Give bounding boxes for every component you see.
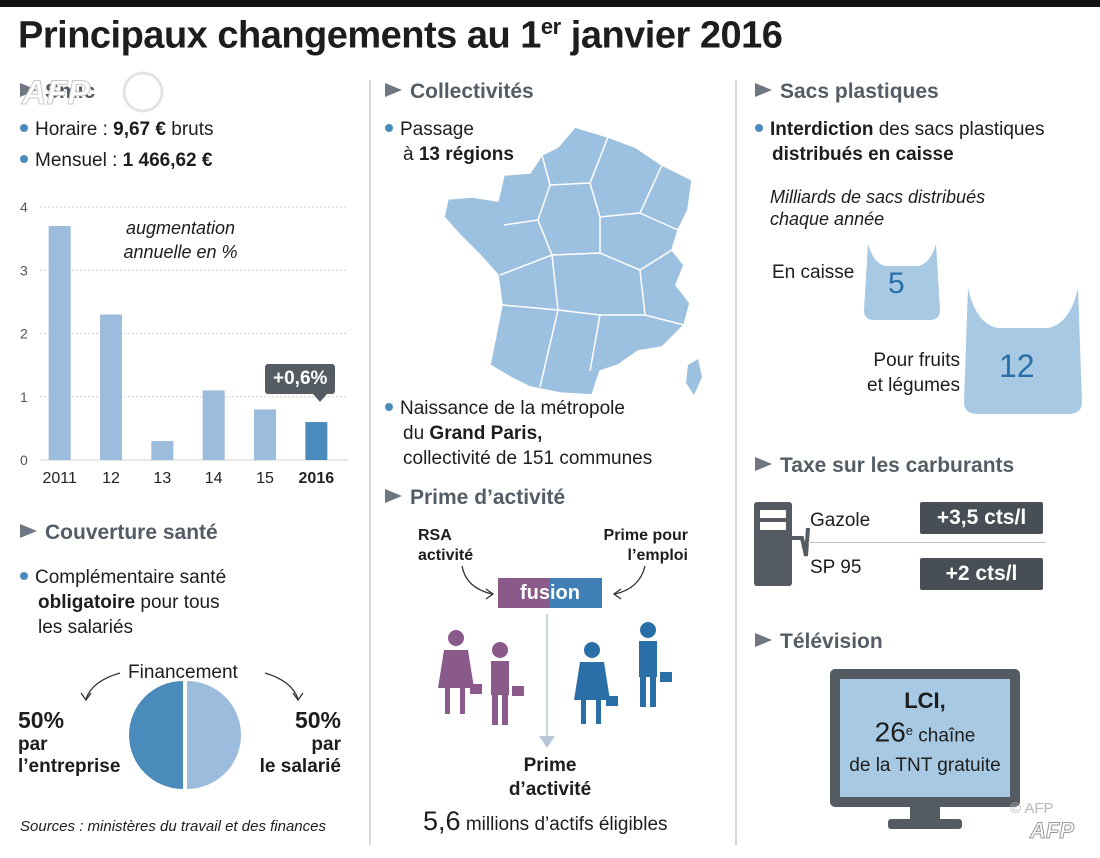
highlight-label: +0,6% <box>265 364 336 402</box>
column-divider <box>735 80 737 845</box>
prime-activite-result: Prime d’activité <box>508 755 592 800</box>
triangle-icon <box>385 83 402 97</box>
x-tick-label: 12 <box>102 470 120 487</box>
sp95-label: SP 95 <box>810 557 862 578</box>
afp-credit: © AFP <box>1010 800 1054 817</box>
bullet-icon <box>385 403 393 411</box>
x-tick-label: 2016 <box>299 470 335 487</box>
bar <box>254 409 276 460</box>
y-tick-label: 2 <box>20 326 28 342</box>
small-bag-value: 5 <box>888 267 905 300</box>
page-title: Principaux changements au 1er janvier 20… <box>18 14 783 57</box>
sacs-interdiction: Interdiction des sacs plastiques distrib… <box>755 117 1045 167</box>
small-bag-icon <box>864 244 940 320</box>
fruits-label: Pour fruits et légumes <box>867 350 960 396</box>
svg-text:AFP: AFP <box>21 74 90 112</box>
section-heading-sacs: Sacs plastiques <box>755 80 939 104</box>
section-heading-television: Télévision <box>755 630 883 654</box>
pie-slice <box>129 681 183 789</box>
top-bar <box>0 0 1100 7</box>
large-bag-value: 12 <box>999 348 1035 384</box>
sp95-value: +2 cts/l <box>920 558 1043 590</box>
triangle-icon <box>755 83 772 97</box>
y-tick-label: 0 <box>20 452 28 468</box>
pie-right-label: 50% par le salarié <box>259 707 341 777</box>
y-tick-label: 3 <box>20 262 28 278</box>
bullet-icon <box>20 155 28 163</box>
pie-slice <box>187 681 241 789</box>
sante-text: Complémentaire santé obligatoire pour to… <box>20 565 226 640</box>
smic-horaire: Horaire : 9,67 € bruts <box>20 117 214 142</box>
y-tick-label: 1 <box>20 389 28 405</box>
section-heading-prime: Prime d’activité <box>385 486 565 510</box>
financement-label: Financement <box>128 662 238 683</box>
chart-annotation: augmentation annuelle en % <box>123 218 238 262</box>
section-heading-sante: Couverture santé <box>20 521 218 545</box>
section-heading-smic: Smic <box>20 80 95 104</box>
rsa-activite-label: RSA activité <box>418 527 474 564</box>
afp-logo: AFP <box>1030 818 1075 844</box>
column-divider <box>369 80 371 845</box>
bar <box>151 441 174 460</box>
bar <box>100 314 122 460</box>
x-tick-label: 15 <box>256 470 274 487</box>
caisse-label: En caisse <box>772 262 855 283</box>
smic-mensuel: Mensuel : 1 466,62 € <box>20 148 212 173</box>
x-tick-label: 14 <box>205 470 223 487</box>
eligible-count: 5,6 millions d’actifs éligibles <box>423 806 668 836</box>
triangle-icon <box>755 457 772 471</box>
collectivites-passage: Passage à 13 régions <box>385 117 514 167</box>
gazole-label: Gazole <box>810 510 871 531</box>
triangle-icon <box>755 633 772 647</box>
afp-watermark: AFP <box>18 70 168 114</box>
bullet-icon <box>20 572 28 580</box>
section-heading-collectivites: Collectivités <box>385 80 534 104</box>
prime-emploi-label: Prime pour l’emploi <box>603 527 688 564</box>
bullet-icon <box>385 124 393 132</box>
fusion-arrows <box>461 565 646 600</box>
bar <box>48 225 71 460</box>
y-tick-label: 4 <box>20 199 28 215</box>
fuel-divider <box>808 542 1046 543</box>
x-tick-label: 13 <box>153 470 171 487</box>
france-regions-map <box>443 126 702 396</box>
tv-text: LCI, 26e chaîne de la TNT gratuite <box>849 688 1001 777</box>
bullet-icon <box>20 124 28 132</box>
pie-left-label: 50% par l’entreprise <box>18 707 121 777</box>
bullet-icon <box>755 124 763 132</box>
people-icons <box>438 614 672 748</box>
financement-arrows <box>80 672 304 702</box>
bar <box>202 390 225 460</box>
sources: Sources : ministères du travail et des f… <box>20 818 326 835</box>
triangle-icon <box>20 524 37 538</box>
tv-icon <box>830 669 1020 829</box>
triangle-icon <box>385 489 402 503</box>
financement-pie <box>129 681 241 789</box>
collectivites-grand-paris: Naissance de la métropole du Grand Paris… <box>385 396 652 471</box>
large-bag-icon <box>964 288 1082 414</box>
x-tick-label: 2011 <box>42 470 77 487</box>
fusion-badge: fusion <box>498 578 602 608</box>
section-heading-carburants: Taxe sur les carburants <box>755 454 1014 478</box>
triangle-icon <box>20 83 37 97</box>
fuel-pump-icon <box>754 502 810 586</box>
gazole-value: +3,5 cts/l <box>920 502 1043 534</box>
sacs-note: Milliards de sacs distribués chaque année <box>770 187 986 229</box>
bar <box>305 422 328 460</box>
